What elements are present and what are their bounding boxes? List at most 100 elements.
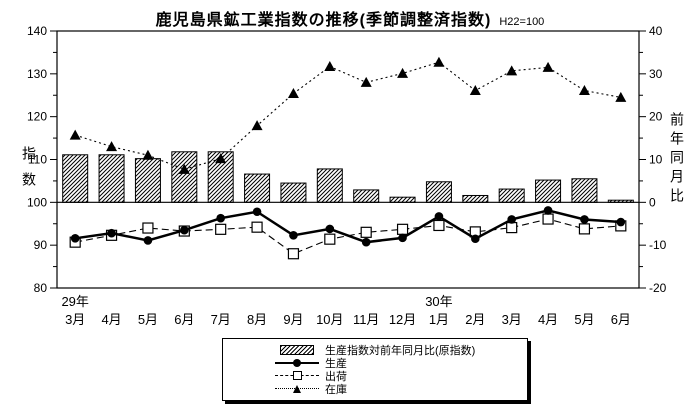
triangle-marker — [251, 120, 263, 131]
x-tick-label: 6月 — [174, 312, 194, 327]
left-axis-tick-label: 140 — [27, 24, 47, 38]
combo-chart: 80 90 100 110 120 130 140 -20 -10 0 10 20 30 40 3月 4月 5月… — [27, 24, 667, 327]
circle-marker — [143, 236, 153, 245]
right-axis-tick-label: 10 — [649, 153, 663, 167]
square-marker — [142, 222, 154, 234]
x-year-label: 30年 — [425, 294, 452, 309]
left-axis-tick-label: 80 — [34, 281, 48, 295]
legend-label: 生産指数対前年同月比(原指数) — [325, 344, 476, 357]
square-marker — [542, 213, 554, 225]
bar-2月 — [462, 194, 489, 203]
square-marker — [360, 226, 372, 238]
legend-item-inventory: 在庫 — [223, 382, 527, 396]
bar-9月 — [280, 182, 307, 203]
left-axis-tick-label: 90 — [34, 238, 48, 252]
bar-3月 — [498, 188, 525, 203]
x-tick-label: 6月 — [611, 312, 631, 327]
dotted-line-swatch — [275, 384, 319, 393]
circle-marker — [507, 215, 516, 224]
x-year-label: 29年 — [61, 294, 88, 309]
legend: 生産指数対前年同月比(原指数) 生産 出荷 在庫 — [222, 338, 528, 401]
legend-item-production: 生産 — [223, 356, 527, 370]
square-marker-icon — [292, 371, 302, 380]
triangle-marker-icon — [292, 384, 301, 393]
triangle-marker — [178, 163, 190, 174]
x-tick-label: 4月 — [101, 312, 121, 327]
circle-marker-icon — [293, 358, 301, 367]
square-marker — [287, 248, 300, 260]
x-tick-label: 12月 — [389, 312, 416, 327]
series-line-circle — [75, 209, 621, 244]
x-tick-label: 8月 — [247, 312, 267, 327]
bar-8月 — [244, 173, 271, 203]
square-marker — [506, 222, 518, 234]
right-axis-tick-label: 20 — [649, 110, 663, 124]
right-axis-title: 前年同月比 — [669, 112, 685, 207]
legend-item-yoy-bar: 生産指数対前年同月比(原指数) — [223, 343, 527, 357]
bar-5月 — [571, 178, 598, 203]
dashed-line-swatch — [275, 371, 319, 380]
triangle-marker — [397, 67, 409, 78]
bar-1月 — [425, 181, 452, 203]
circle-marker — [289, 231, 298, 240]
right-axis-tick-label: -10 — [649, 238, 667, 252]
circle-marker — [252, 207, 262, 217]
circle-marker — [471, 234, 480, 244]
bar-6月 — [171, 151, 198, 203]
bar-5月 — [134, 158, 161, 203]
square-marker — [578, 223, 591, 235]
left-axis-tick-label: 130 — [27, 67, 47, 81]
x-tick-label: 4月 — [538, 312, 558, 327]
triangle-marker — [287, 88, 299, 99]
legend-item-shipment: 出荷 — [223, 369, 527, 383]
x-tick-label: 5月 — [138, 312, 158, 327]
chart-title-row: 鹿児島県鉱工業指数の推移(季節調整済指数) H22=100 — [0, 6, 700, 30]
triangle-marker — [215, 153, 227, 164]
circle-marker — [616, 217, 626, 227]
square-marker — [396, 223, 409, 235]
bar-4月 — [535, 179, 562, 203]
legend-label: 生産 — [325, 357, 347, 370]
circle-marker — [107, 228, 116, 238]
right-axis-tick-label: 0 — [649, 195, 656, 209]
x-tick-label: 10月 — [316, 312, 343, 327]
hatched-bar-swatch — [280, 344, 314, 355]
circle-marker — [180, 225, 189, 235]
x-tick-label: 2月 — [465, 312, 485, 327]
square-marker — [215, 223, 227, 235]
triangle-marker — [69, 129, 81, 140]
legend-label: 在庫 — [325, 383, 347, 396]
triangle-marker — [433, 56, 445, 67]
solid-line-swatch — [275, 358, 319, 367]
left-axis-title: 指数 — [21, 146, 37, 198]
x-tick-label: 7月 — [211, 312, 231, 327]
chart-subtitle: H22=100 — [499, 16, 545, 28]
circle-marker — [543, 206, 553, 215]
x-tick-label: 5月 — [574, 312, 594, 327]
triangle-marker — [542, 61, 554, 72]
bar-3月 — [62, 154, 89, 203]
square-marker — [433, 219, 445, 232]
bar-11月 — [353, 189, 380, 203]
x-tick-label: 1月 — [429, 312, 449, 327]
triangle-marker — [578, 85, 590, 96]
x-tick-label: 3月 — [502, 312, 522, 327]
triangle-marker — [142, 149, 154, 160]
triangle-marker — [360, 76, 372, 87]
right-axis-tick-label: 30 — [649, 67, 663, 81]
left-axis-tick-label: 110 — [28, 153, 47, 167]
x-tick-label: 9月 — [283, 312, 303, 327]
circle-marker — [216, 213, 225, 223]
left-axis-tick-label: 100 — [27, 195, 47, 209]
bar-4月 — [98, 154, 125, 203]
x-tick-label: 11月 — [353, 312, 380, 327]
right-axis-tick-label: -20 — [649, 281, 667, 295]
square-marker — [251, 221, 263, 233]
x-tick-label: 3月 — [65, 312, 85, 327]
triangle-marker — [324, 61, 336, 72]
series-line-triangle — [75, 61, 621, 170]
triangle-marker — [469, 85, 481, 96]
triangle-marker — [615, 91, 627, 102]
triangle-marker — [506, 65, 518, 76]
